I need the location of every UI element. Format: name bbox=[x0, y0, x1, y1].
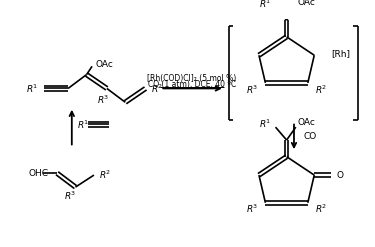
Text: [Rh(COD)Cl]₂ (5 mol %): [Rh(COD)Cl]₂ (5 mol %) bbox=[147, 74, 236, 83]
Text: $R^1$: $R^1$ bbox=[26, 82, 38, 95]
Text: $R^2$: $R^2$ bbox=[315, 203, 327, 215]
Text: OAc: OAc bbox=[96, 60, 114, 69]
Text: $R^2$: $R^2$ bbox=[99, 169, 112, 181]
Text: $R^3$: $R^3$ bbox=[64, 189, 76, 202]
Text: CO: CO bbox=[303, 132, 316, 141]
Text: $R^2$: $R^2$ bbox=[315, 83, 327, 96]
Text: $R^1$: $R^1$ bbox=[77, 118, 90, 131]
Text: $R^1$: $R^1$ bbox=[260, 0, 272, 10]
Text: $R^3$: $R^3$ bbox=[246, 83, 258, 96]
Text: [Rh]: [Rh] bbox=[331, 49, 350, 58]
Text: O: O bbox=[336, 171, 344, 180]
Text: OAc: OAc bbox=[298, 118, 315, 127]
Text: $R^1$: $R^1$ bbox=[260, 117, 272, 130]
Text: CO (1 atm), DCE, 40 ºC: CO (1 atm), DCE, 40 ºC bbox=[147, 80, 236, 89]
Text: $R^3$: $R^3$ bbox=[246, 203, 258, 215]
Text: OHC: OHC bbox=[28, 169, 48, 178]
Text: $R^3$: $R^3$ bbox=[97, 93, 109, 106]
Text: $R^2$: $R^2$ bbox=[151, 82, 164, 95]
Text: OAc: OAc bbox=[298, 0, 315, 7]
